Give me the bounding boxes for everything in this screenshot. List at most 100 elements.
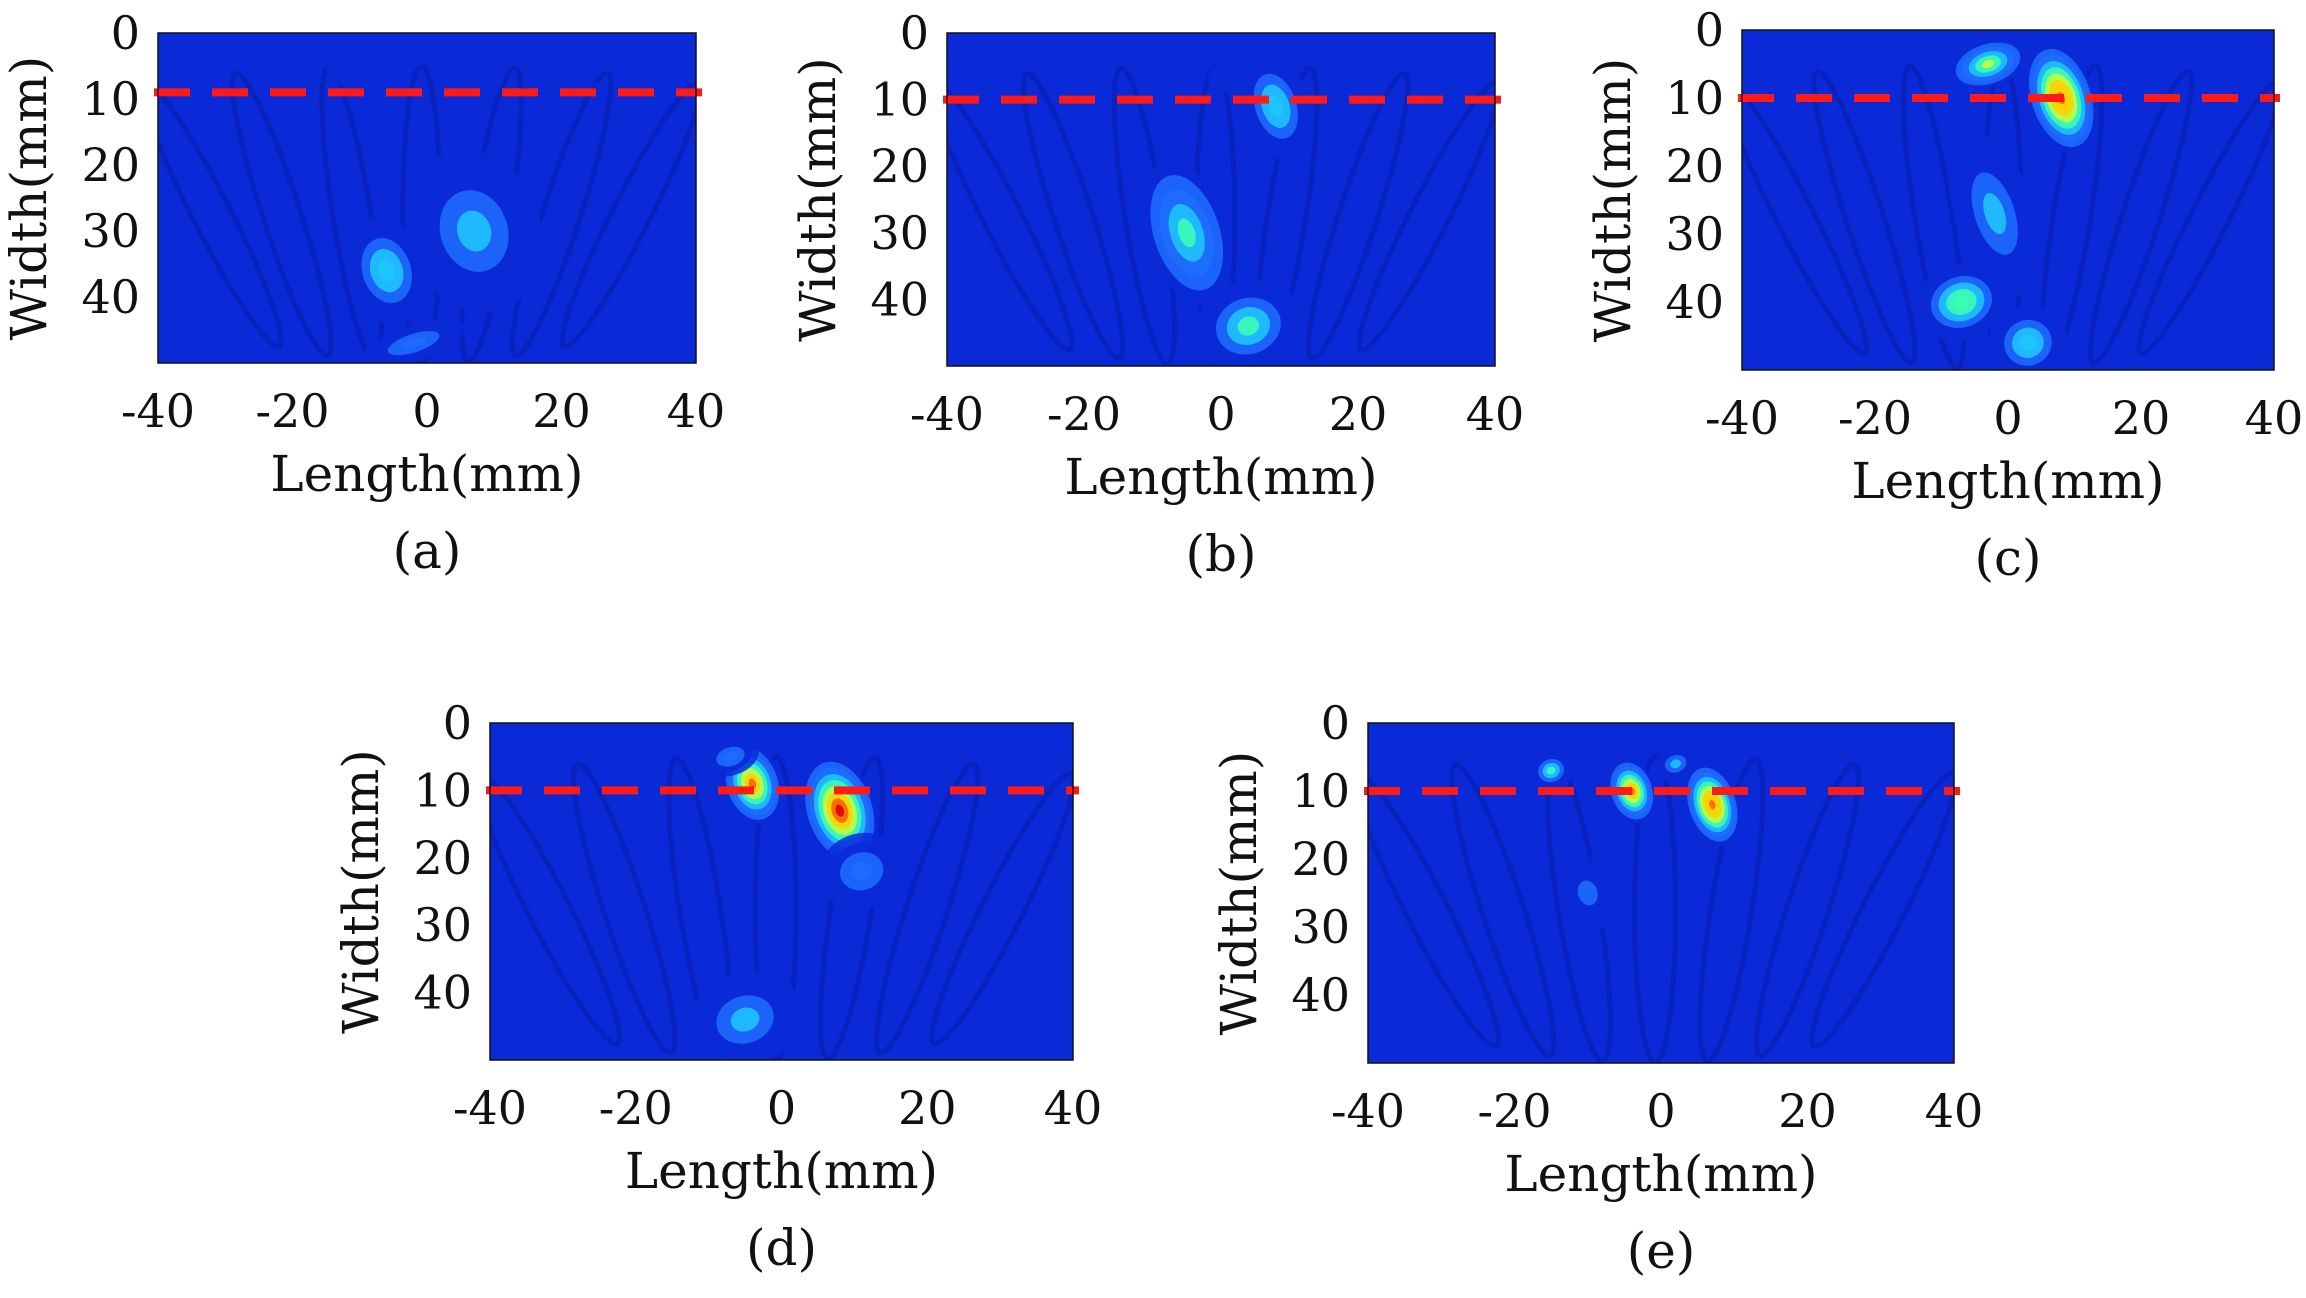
x-tick-label: -40 [1331,1084,1405,1138]
y-tick-label: 20 [1291,832,1350,886]
x-axis-title: Length(mm) [1851,452,2164,510]
x-tick-label: -40 [910,387,984,441]
y-tick-label: 40 [870,272,929,326]
wave-streak [229,70,334,359]
panel-caption: (a) [393,522,462,580]
y-axis-title: Width(mm) [789,57,847,342]
hotspot [405,149,544,313]
x-tick-label: 0 [1206,387,1235,441]
y-tick-label: 0 [1695,3,1724,57]
x-tick-label: -40 [1705,391,1779,445]
y-tick-label: 40 [1665,275,1724,329]
wave-streak [559,79,696,350]
hotspot [362,319,466,363]
wave-streak [1368,770,1501,1050]
x-axis-title: Length(mm) [270,445,583,503]
y-tick-label: 40 [1291,968,1350,1022]
panel-caption: (d) [746,1219,817,1277]
y-tick-label: 10 [413,763,472,817]
wave-streak [1449,761,1557,1059]
hotspot [1654,746,1698,782]
x-tick-label: 20 [2112,391,2171,445]
x-tick-label: -20 [1838,391,1912,445]
hotspot [1949,38,2027,90]
x-tick-label: 40 [2245,391,2304,445]
hotspot [1194,278,1303,366]
hotspot [326,46,380,86]
y-tick-label: 30 [1665,207,1724,261]
y-tick-label: 10 [1665,71,1724,125]
y-tick-label: 30 [1291,900,1350,954]
wave-streak [1697,756,1766,1063]
wave-streak [509,70,614,359]
x-tick-label: -20 [599,1081,673,1135]
heatmap-panel-1: -40 -20 0 20 40 0 10 20 30 40 Length(mm) Width(mm) (… [0,6,725,580]
y-tick-label: 30 [81,204,140,258]
y-tick-label: 0 [443,696,472,750]
hotspot [818,832,905,910]
heatmap-panel-3: -40 -20 0 20 40 0 10 20 30 40 Length(mm) Width(mm) (… [1584,3,2303,587]
x-tick-label: 40 [1044,1081,1103,1135]
x-tick-label: 20 [1778,1084,1837,1138]
plot-frame [489,722,1074,1061]
x-tick-label: -20 [1477,1084,1551,1138]
wave-streak [2136,77,2274,357]
y-tick-label: 0 [900,6,929,60]
x-tick-label: 0 [412,384,441,438]
hotspot [702,736,759,777]
x-tick-label: 40 [1925,1084,1984,1138]
y-tick-label: 10 [81,72,140,126]
wave-streak [817,756,886,1060]
x-axis-title: Length(mm) [1504,1145,1817,1203]
x-tick-label: -20 [1047,387,1121,441]
y-tick-label: 40 [413,966,472,1020]
x-tick-label: 0 [767,1081,796,1135]
y-tick-label: 20 [81,138,140,192]
wave-streak [1020,71,1126,362]
hotspot [1529,751,1573,790]
y-tick-label: 0 [1321,696,1350,750]
heatmap-panel-2: -40 -20 0 20 40 0 10 20 30 40 Length(mm) Width(mm) (… [789,6,1524,583]
x-tick-label: 40 [1466,387,1525,441]
hotspot [1557,855,1618,931]
x-axis-title: Length(mm) [1064,448,1377,506]
panel-caption: (c) [1974,529,2041,587]
x-axis-title: Length(mm) [625,1142,938,1200]
y-axis-title: Width(mm) [332,749,390,1034]
y-axis-title: Width(mm) [1584,58,1642,343]
x-tick-label: -40 [121,384,195,438]
hotspot [687,971,803,1060]
y-axis-title: Width(mm) [1210,751,1268,1036]
y-axis-title: Width(mm) [0,56,58,341]
wave-streak [874,761,981,1056]
heatmap-panel-4: -40 -20 0 20 40 0 10 20 30 40 Length(mm) Width(mm) (… [332,696,1102,1277]
wave-streak [1753,761,1862,1059]
wave-streak [929,770,1073,1047]
hotspot [1208,53,1262,93]
panel-caption: (b) [1185,525,1256,583]
plot-frame [1741,29,2275,371]
hotspot [1238,52,1313,161]
panel-caption: (e) [1627,1222,1696,1280]
wave-streak [490,770,623,1047]
y-tick-label: 20 [413,831,472,885]
heatmap-panel-5: -40 -20 0 20 40 0 10 20 30 40 Length(mm) Width(mm) (… [1210,696,1983,1280]
wave-streak [1356,79,1495,353]
wave-streak [1742,77,1870,357]
hotspot [344,216,429,325]
y-tick-label: 30 [413,898,472,952]
x-tick-label: 0 [1993,391,2022,445]
wave-streak [1809,770,1954,1050]
heatmap-background [1368,723,1954,1063]
wave-streak [570,761,678,1056]
wave-streak [1305,71,1411,362]
y-tick-label: 0 [111,6,140,60]
plot-frame [1367,722,1955,1064]
y-tick-label: 20 [1665,139,1724,193]
wave-streak [1632,754,1679,1063]
y-tick-label: 20 [870,139,929,193]
wave-streak [158,79,284,350]
x-tick-label: -40 [453,1081,527,1135]
wave-streak [2088,68,2194,366]
hotspot [1915,263,2008,341]
